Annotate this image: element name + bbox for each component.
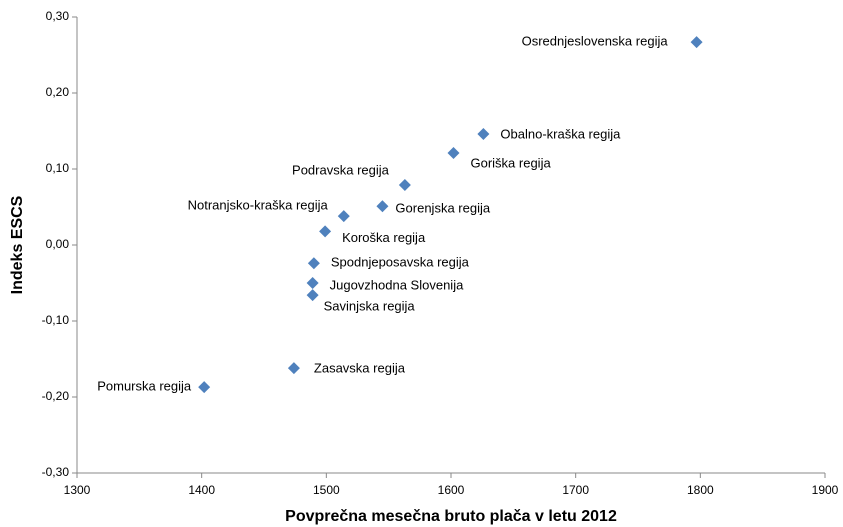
y-tick-label: -0,10 [42,313,70,327]
y-tick-label: 0,10 [46,161,70,175]
point-label: Jugovzhodna Slovenija [330,277,464,292]
point-label: Obalno-kraška regija [500,126,621,141]
point-label: Goriška regija [470,155,551,170]
x-tick-label: 1800 [687,483,714,497]
point [376,200,389,213]
point [477,128,490,141]
point [307,257,320,270]
point-label: Notranjsko-kraška regija [188,198,329,213]
y-tick-label: 0,20 [46,85,70,99]
point [447,147,460,160]
point-label: Gorenjska regija [395,201,490,216]
x-tick-label: 1400 [188,483,215,497]
y-tick-label: -0,30 [42,465,70,479]
x-tick-label: 1300 [64,483,91,497]
point-label: Spodnjeposavska regija [331,255,470,270]
x-tick-label: 1600 [438,483,465,497]
point [306,289,319,302]
x-tick-label: 1700 [562,483,589,497]
point [690,36,703,49]
point [398,178,411,191]
point-label: Koroška regija [342,230,426,245]
point-label: Osrednjeslovenska regija [522,34,669,49]
point-label: Savinjska regija [324,299,416,314]
point [306,277,319,289]
point [337,210,350,223]
x-tick-label: 1900 [812,483,839,497]
y-axis-title: Indeks ESCS [9,195,26,294]
point [198,381,211,394]
point-label: Zasavska regija [314,361,406,376]
point-label: Podravska regija [292,162,390,177]
x-tick-label: 1500 [313,483,340,497]
point [319,225,332,238]
y-tick-label: 0,00 [46,237,70,251]
point-label: Pomurska regija [97,379,192,394]
y-tick-label: -0,20 [42,389,70,403]
y-tick-label: 0,30 [46,9,70,23]
x-axis-title: Povprečna mesečna bruto plača v letu 201… [285,508,617,525]
point [287,362,300,375]
